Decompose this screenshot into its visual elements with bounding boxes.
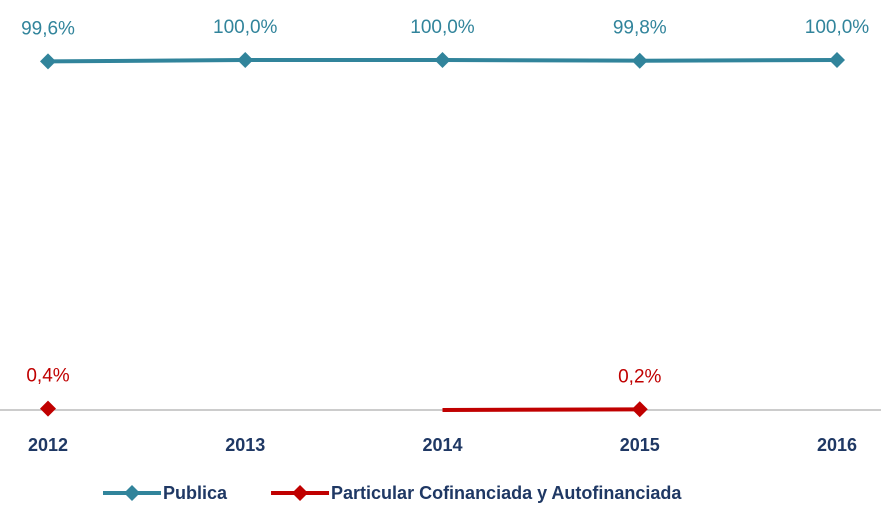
data-label: 100,0% bbox=[410, 17, 475, 38]
data-label: 100,0% bbox=[805, 17, 870, 38]
x-tick-label: 2016 bbox=[817, 435, 857, 455]
chart: 2012 2013 2014 2015 2016 99,6% 100,0% 100,0% 99,… bbox=[0, 0, 881, 505]
marker bbox=[40, 53, 56, 69]
marker bbox=[435, 52, 451, 68]
marker bbox=[632, 401, 648, 417]
legend-marker bbox=[292, 485, 308, 501]
data-label: 99,6% bbox=[21, 18, 75, 39]
data-label: 99,8% bbox=[613, 18, 667, 39]
data-label: 0,2% bbox=[618, 366, 661, 387]
legend-label: Particular Cofinanciada y Autofinanciada bbox=[331, 483, 682, 503]
x-tick-label: 2012 bbox=[28, 435, 68, 455]
data-label: 0,4% bbox=[26, 366, 69, 387]
data-label: 100,0% bbox=[213, 17, 278, 38]
series-line bbox=[443, 409, 640, 410]
marker bbox=[829, 52, 845, 68]
marker bbox=[40, 401, 56, 417]
x-tick-label: 2015 bbox=[620, 435, 660, 455]
x-tick-label: 2014 bbox=[422, 435, 462, 455]
marker bbox=[632, 53, 648, 69]
x-tick-label: 2013 bbox=[225, 435, 265, 455]
marker bbox=[237, 52, 253, 68]
legend-marker bbox=[124, 485, 140, 501]
legend-label: Publica bbox=[163, 483, 228, 503]
